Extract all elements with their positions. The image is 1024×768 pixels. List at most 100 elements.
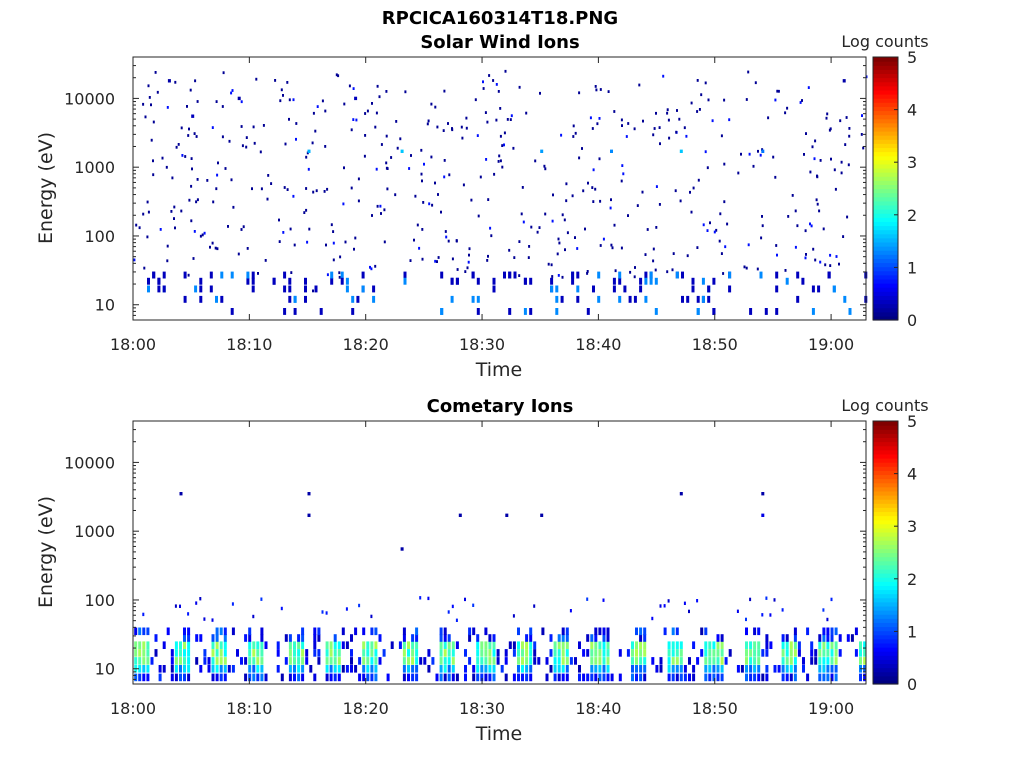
- data-cell: [508, 308, 512, 315]
- data-cell: [274, 79, 277, 82]
- data-cell: [704, 150, 707, 154]
- data-cell: [565, 199, 568, 203]
- data-cell: [754, 81, 757, 85]
- data-cell: [533, 641, 537, 649]
- data-cell: [211, 634, 215, 642]
- data-cell: [211, 649, 215, 657]
- data-cell: [530, 225, 533, 229]
- data-cell: [411, 673, 415, 682]
- data-cell: [834, 649, 838, 657]
- data-cell: [636, 204, 639, 207]
- data-cell: [407, 641, 410, 649]
- data-cell: [495, 118, 498, 122]
- data-cell: [220, 271, 224, 279]
- data-cell: [522, 220, 525, 224]
- colorbar-segment: [873, 429, 898, 434]
- data-cell: [382, 649, 386, 657]
- data-cell: [199, 665, 203, 673]
- data-cell: [385, 166, 388, 170]
- data-cell: [822, 227, 825, 231]
- data-cell: [370, 627, 374, 636]
- data-cell: [602, 665, 606, 673]
- data-cell: [720, 134, 723, 138]
- data-cell: [830, 597, 833, 602]
- data-cell: [379, 204, 382, 208]
- data-cell: [655, 185, 658, 188]
- data-cell: [434, 259, 437, 263]
- data-cell: [430, 102, 433, 106]
- data-cell: [293, 665, 296, 673]
- panel-title-solar-wind: Solar Wind Ions: [420, 32, 579, 53]
- colorbar-segment: [873, 93, 898, 99]
- data-cell: [395, 120, 398, 123]
- data-cell: [237, 96, 241, 101]
- data-cell: [565, 634, 569, 642]
- data-cell: [775, 271, 779, 279]
- data-cell: [301, 657, 305, 665]
- data-cell: [716, 634, 720, 642]
- data-cell: [826, 617, 829, 622]
- data-cell: [642, 119, 644, 123]
- data-cell: [765, 673, 769, 682]
- data-cell: [179, 492, 183, 496]
- data-cell: [451, 257, 454, 261]
- data-cell: [508, 248, 511, 252]
- data-cell: [317, 627, 321, 636]
- data-cell: [720, 657, 724, 665]
- data-cell: [591, 186, 594, 189]
- data-cell: [561, 627, 565, 636]
- data-cell: [854, 649, 858, 657]
- colorbar-segment: [873, 651, 898, 656]
- data-cell: [488, 74, 491, 77]
- data-cell: [824, 263, 827, 267]
- data-cell: [293, 657, 296, 665]
- data-cell: [166, 244, 169, 248]
- data-cell: [138, 657, 142, 665]
- data-cell: [301, 641, 305, 649]
- data-cell: [557, 673, 561, 682]
- data-cell: [142, 102, 145, 106]
- data-cell: [859, 641, 862, 649]
- data-cell: [380, 143, 383, 146]
- data-cell: [312, 190, 315, 194]
- data-cell: [565, 649, 569, 657]
- data-cell: [290, 271, 293, 274]
- data-cell: [501, 165, 504, 169]
- data-cell: [223, 673, 227, 682]
- data-cell: [260, 649, 264, 657]
- data-cell: [759, 153, 762, 157]
- data-cell: [445, 235, 448, 239]
- data-cell: [724, 245, 727, 249]
- data-cell: [188, 198, 191, 202]
- data-cell: [618, 271, 622, 279]
- data-cell: [704, 81, 707, 85]
- data-cell: [652, 247, 655, 251]
- data-cell: [371, 214, 373, 217]
- data-cell: [173, 205, 176, 209]
- data-cell: [158, 665, 162, 673]
- data-cell: [434, 105, 437, 109]
- data-cell: [455, 239, 458, 243]
- x-tick-label: 18:40: [575, 699, 621, 718]
- data-cell: [464, 597, 466, 602]
- data-cell: [411, 665, 415, 673]
- data-cell: [190, 184, 193, 188]
- data-cell: [571, 277, 575, 285]
- colorbar-segment: [873, 209, 898, 214]
- data-cell: [468, 634, 472, 642]
- data-cell: [142, 641, 146, 649]
- data-cell: [541, 627, 545, 636]
- data-cell: [818, 673, 822, 682]
- data-cell: [183, 649, 186, 657]
- data-cell: [315, 189, 318, 193]
- data-cell: [512, 146, 515, 150]
- data-cell: [545, 673, 549, 682]
- data-cell: [598, 157, 601, 161]
- data-cell: [683, 601, 686, 605]
- data-cell: [696, 308, 700, 315]
- data-cell: [304, 285, 307, 293]
- data-cell: [480, 641, 484, 649]
- data-cell: [484, 641, 488, 649]
- data-cell: [826, 673, 830, 682]
- data-cell: [339, 255, 342, 259]
